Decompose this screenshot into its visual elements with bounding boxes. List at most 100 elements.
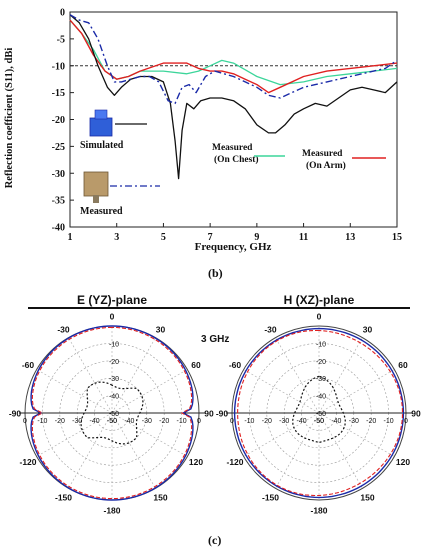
polar-radial-tick-label: -10: [244, 418, 254, 425]
y-tick-label: -25: [52, 142, 65, 153]
polar-angle-label: -180: [103, 506, 120, 516]
polar-co-pol-simulated: [30, 325, 194, 501]
y-tick-label: -40: [52, 223, 65, 234]
polar-angle-label: -120: [19, 457, 36, 467]
polar-radial-tick-label: -20: [316, 359, 326, 366]
polar-co-pol-measured: [237, 329, 404, 497]
polar-angle-label: -30: [57, 324, 70, 334]
polar-angle-label: -120: [226, 457, 243, 467]
polar-radial-tick-label: -50: [316, 411, 326, 418]
polar-angle-label: 0: [110, 312, 115, 322]
x-tick-label: 11: [299, 232, 308, 243]
polar-spoke: [111, 412, 188, 457]
y-tick-label: -5: [57, 34, 65, 45]
polar-radial-tick-label: -10: [177, 418, 187, 425]
polar-co-pol-simulated: [233, 327, 405, 499]
polar-radial-tick-label: 0: [23, 418, 27, 425]
polar-spoke: [36, 412, 113, 457]
legend-measured-label: Measured: [80, 206, 123, 217]
polar-radial-tick-label: -20: [109, 359, 119, 366]
polar-radial-tick-label: -40: [297, 418, 307, 425]
polar-spoke: [68, 337, 113, 414]
polar-spoke: [243, 369, 320, 414]
polar-radial-tick-label: -30: [142, 418, 152, 425]
polar-radial-tick-label: -50: [107, 418, 117, 425]
legend-measured: Measured: [80, 171, 160, 217]
x-tick-label: 15: [392, 232, 402, 243]
measured-antenna-photo-connector: [93, 195, 99, 203]
polar-radial-tick-label: -30: [316, 376, 326, 383]
legend-simulated: Simulated: [80, 109, 147, 151]
series-simulated-line: [69, 14, 398, 180]
polar-radial-tick-label: -30: [279, 418, 289, 425]
legend-arm-label-1: Measured: [302, 149, 343, 159]
x-tick-label: 1: [68, 232, 73, 243]
polar-spoke: [275, 337, 320, 414]
polar-radial-tick-label: -30: [109, 376, 119, 383]
polar-radial-tick-label: -30: [349, 418, 359, 425]
polar-radial-tick-label: -40: [316, 394, 326, 401]
s11-chart: 0-5-10-15-20-25-30-35-40 1 3 5 7 9 11 13 15 Ref…: [4, 8, 402, 254]
polar-spoke: [318, 412, 395, 457]
polar-angle-label: -30: [264, 324, 277, 334]
y-tick-label: 0: [60, 8, 65, 19]
s11-y-ticks: 0 -5 -10 -15 -20 -25 -30 -35 -40: [52, 8, 74, 234]
polar-radial-tick-label: -10: [109, 341, 119, 348]
polar-radial-tick-label: -30: [72, 418, 82, 425]
polar-radial-tick-label: -50: [109, 411, 119, 418]
polar-spoke: [36, 369, 113, 414]
polar-right-title: H (XZ)-plane: [284, 293, 355, 307]
polar-angle-label: 120: [189, 457, 203, 467]
polar-angle-label: 0: [317, 312, 322, 322]
legend-simulated-label: Simulated: [80, 140, 124, 151]
polar-angle-label: 150: [360, 493, 374, 503]
polar-angle-label: -150: [262, 493, 279, 503]
legend-arm: Measured (On Arm): [302, 149, 386, 171]
polar-radial-tick-label: 0: [230, 418, 234, 425]
polar-spoke: [111, 369, 188, 414]
y-tick-label: -30: [52, 169, 65, 180]
polar-radial-tick-label: 0: [197, 418, 201, 425]
polar-radial-tick-label: -20: [366, 418, 376, 425]
polar-radial-tick-label: -50: [314, 418, 324, 425]
simulated-antenna-icon: [89, 117, 113, 137]
polar-angle-label: 30: [363, 324, 373, 334]
x-tick-label: 13: [345, 232, 355, 243]
s11-y-axis-label: Reflection coefficient (S11), dBi: [4, 48, 15, 189]
panel-label-b: (b): [208, 266, 223, 280]
s11-series: [69, 14, 398, 180]
y-tick-label: -20: [52, 115, 65, 126]
x-tick-label: 7: [208, 232, 213, 243]
panel-label-c: (c): [208, 533, 221, 547]
polar-radial-tick-label: -20: [262, 418, 272, 425]
polar-angle-label: -60: [22, 360, 35, 370]
polar-h-plane: 0 -30 -60 -90 -120 -150 -180 150 120 90 60 30 0 0 -10 -…: [216, 312, 421, 516]
x-tick-label: 3: [114, 232, 119, 243]
polar-spoke: [318, 337, 363, 414]
polar-cross-pol: [292, 375, 346, 444]
polar-angle-label: -150: [55, 493, 72, 503]
polar-co-pol-measured: [31, 326, 193, 500]
polar-frequency-label: 3 GHz: [201, 334, 229, 345]
legend-chest: Measured (On Chest): [212, 143, 285, 165]
series-arm-line: [69, 19, 398, 94]
polar-radial-tick-label: 0: [404, 418, 408, 425]
polar-angle-label: 60: [398, 360, 408, 370]
polar-angle-label: 30: [156, 324, 166, 334]
polar-radial-tick-label: -40: [331, 418, 341, 425]
polar-radial-tick-label: -10: [384, 418, 394, 425]
simulated-antenna-icon-top: [94, 109, 108, 120]
polar-radial-tick-label: -10: [37, 418, 47, 425]
polar-radial-tick-label: -20: [55, 418, 65, 425]
polar-cross-pol: [80, 381, 144, 445]
polar-spoke: [68, 412, 113, 489]
polar-angle-label: 120: [396, 457, 410, 467]
x-tick-label: 9: [254, 232, 259, 243]
polar-radial-tick-label: -40: [90, 418, 100, 425]
polar-radial-tick-label: -40: [109, 394, 119, 401]
polar-angle-label: 90: [204, 409, 214, 419]
y-tick-label: -35: [52, 196, 65, 207]
s11-x-axis-label: Frequency, GHz: [195, 241, 272, 253]
polar-radial-tick-label: -50: [107, 418, 117, 425]
